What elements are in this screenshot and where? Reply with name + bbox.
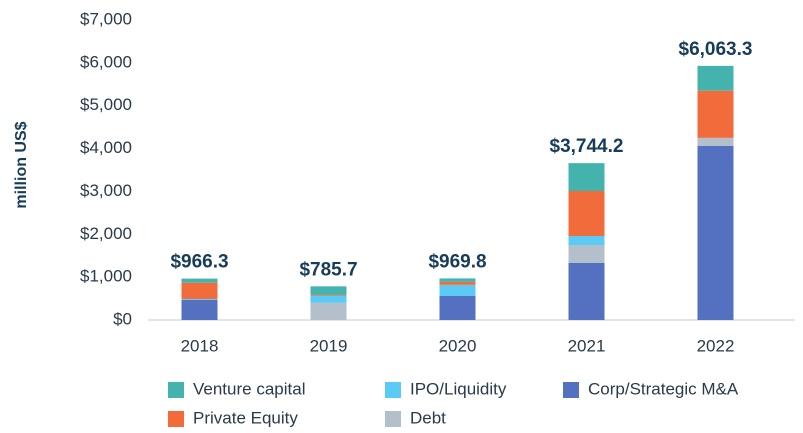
bar-segment [181,299,218,320]
x-tick-label: 2020 [439,336,477,355]
y-tick-label: $7,000 [80,9,132,28]
bar-segment [181,282,218,299]
legend-label: IPO/Liquidity [410,379,507,398]
x-tick-label: 2022 [697,336,735,355]
total-label: $966.3 [170,252,228,273]
x-tick-label: 2021 [568,336,606,355]
bar-segment [568,163,605,191]
legend-swatch [168,411,184,427]
bar-segment [439,284,476,296]
bar-segment [697,146,734,320]
y-tick-label: $5,000 [80,95,132,114]
bar-segment [439,278,476,282]
bar-segment [310,286,347,295]
y-tick-label: $4,000 [80,138,132,157]
legend-swatch [385,382,401,398]
bar-segment [310,295,347,303]
x-tick-label: 2018 [181,336,219,355]
bar-segment [568,236,605,245]
y-tick-label: $3,000 [80,181,132,200]
total-label: $969.8 [428,251,486,272]
bar-segment [310,302,347,320]
bar-segment [181,299,218,300]
legend-swatch [563,382,579,398]
legend-label: Venture capital [193,379,305,398]
legend-label: Debt [410,408,446,427]
bar-segment [310,294,347,296]
y-tick-label: $1,000 [80,267,132,286]
bar-segment [568,263,605,320]
total-label: $785.7 [299,259,357,280]
bar-segment [439,281,476,285]
y-tick-label: $0 [113,309,132,328]
legend-label: Private Equity [193,408,298,427]
total-label: $3,744.2 [550,136,624,157]
bar-segment [697,90,734,138]
bar-segment [568,245,605,263]
y-axis-label: million US$ [13,121,30,208]
bar-segment [439,296,476,320]
legend-label: Corp/Strategic M&A [588,379,739,398]
bar-segment [568,191,605,236]
bar-segment [697,137,734,146]
bar-segment [697,65,734,91]
legend-swatch [385,411,401,427]
y-tick-label: $6,000 [80,52,132,71]
y-tick-label: $2,000 [80,224,132,243]
x-tick-label: 2019 [310,336,348,355]
bar-segment [181,278,218,283]
legend-swatch [168,382,184,398]
total-label: $6,063.3 [679,39,753,60]
